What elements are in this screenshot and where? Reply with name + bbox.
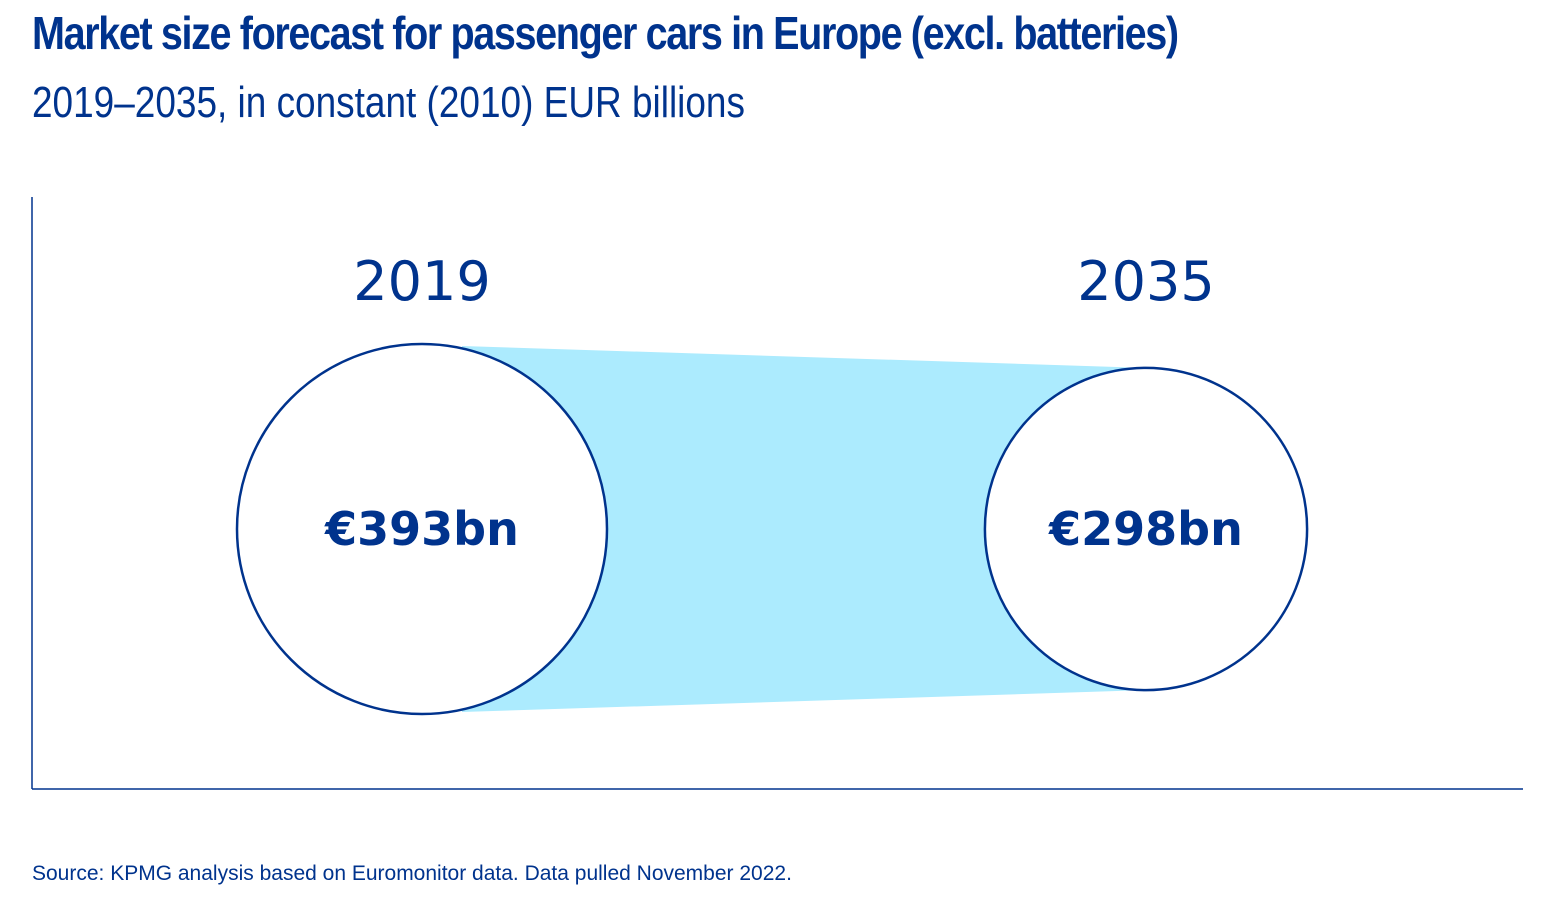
value-label-2019: €393bn bbox=[324, 502, 519, 556]
value-label-2035: €298bn bbox=[1048, 502, 1243, 556]
connector-band bbox=[462, 346, 1146, 712]
bubble-2035 bbox=[983, 366, 1309, 692]
chart-subtitle: 2019–2035, in constant (2010) EUR billio… bbox=[32, 78, 745, 127]
bubble-2019 bbox=[235, 342, 609, 716]
source-note: Source: KPMG analysis based on Euromonit… bbox=[32, 862, 792, 885]
year-label-2019: 2019 bbox=[353, 250, 490, 313]
chart-title: Market size forecast for passenger cars … bbox=[32, 7, 1179, 59]
year-label-2035: 2035 bbox=[1077, 250, 1214, 313]
